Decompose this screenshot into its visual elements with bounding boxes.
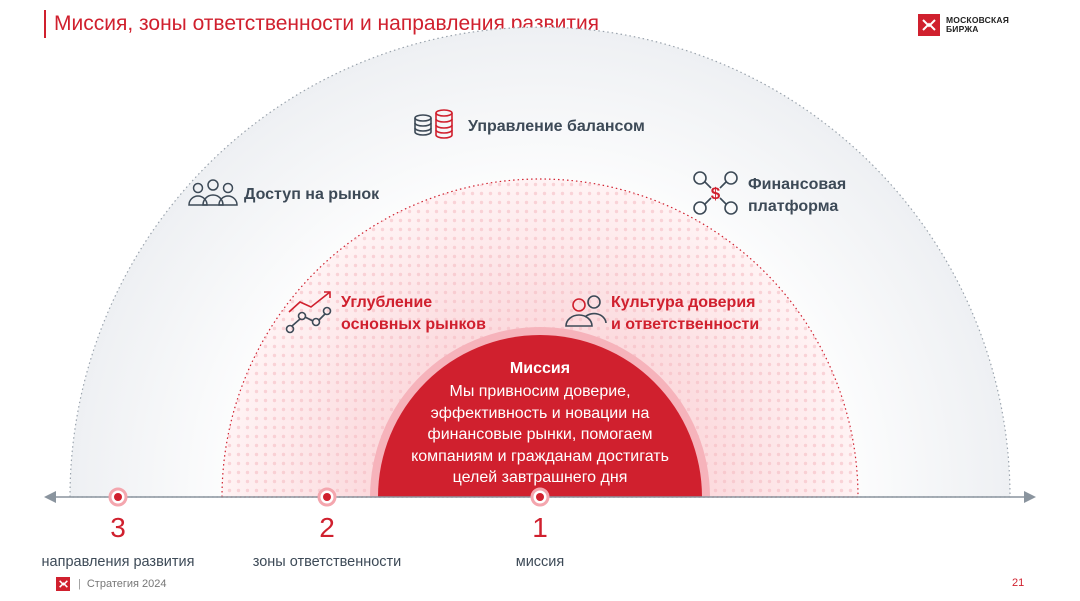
footer-separator: | (78, 578, 81, 590)
label-market-access: Доступ на рынок (244, 186, 380, 203)
label-financial-platform-line-1: Финансовая (748, 176, 847, 193)
footer: | Стратегия 2024 (56, 577, 167, 591)
label-trust-culture: Культура доверия и ответственности (611, 292, 759, 336)
label-trust-culture-line-2: и ответственности (611, 316, 760, 333)
marker-3 (108, 487, 128, 507)
logo-text: МОСКОВСКАЯ БИРЖА (946, 16, 1009, 34)
logo-line-1: МОСКОВСКАЯ (946, 15, 1010, 25)
label-balance-management: Управление балансом (468, 118, 645, 135)
mission-semicircle (378, 335, 702, 497)
coins-stack-icon (414, 109, 453, 139)
two-people-icon (565, 295, 607, 327)
footer-logo-icon (56, 577, 70, 591)
axis-number-2: 2 (319, 512, 335, 543)
mission-title: Миссия (509, 360, 571, 377)
logo-line-2: БИРЖА (946, 24, 979, 34)
moex-logo-icon (918, 14, 940, 36)
axis-number-3: 3 (110, 512, 126, 543)
label-financial-platform-line-2: платформа (748, 198, 839, 215)
footer-text: Стратегия 2024 (86, 578, 167, 590)
axis-arrow-left (44, 491, 56, 503)
page-title: Миссия, зоны ответственности и направлен… (54, 12, 600, 35)
network-dollar-icon: $ (693, 171, 738, 215)
moex-logo: МОСКОВСКАЯ БИРЖА (918, 14, 1009, 36)
axis-arrow-right (1024, 491, 1036, 503)
axis-caption-2: зоны ответственности (252, 554, 402, 570)
title-bar: Миссия, зоны ответственности и направлен… (44, 10, 599, 38)
label-financial-platform: Финансовая платформа (748, 174, 846, 218)
marker-2 (317, 487, 337, 507)
axis-caption-1: миссия (515, 554, 565, 570)
people-group-icon (188, 179, 238, 206)
label-market-deepening-line-2: основных рынков (341, 316, 486, 333)
label-trust-culture-line-1: Культура доверия (611, 294, 756, 311)
label-market-deepening-line-1: Углубление (341, 294, 433, 311)
marker-1 (530, 487, 550, 507)
svg-text:$: $ (711, 184, 721, 203)
label-market-deepening: Углубление основных рынков (341, 292, 486, 336)
axis-number-1: 1 (532, 512, 548, 543)
growth-chart-icon (285, 291, 332, 334)
axis-caption-3: направления развития (41, 554, 195, 570)
page-number: 21 (1012, 577, 1025, 589)
mission-text: Мы привносим доверие, эффективность и но… (411, 383, 669, 486)
